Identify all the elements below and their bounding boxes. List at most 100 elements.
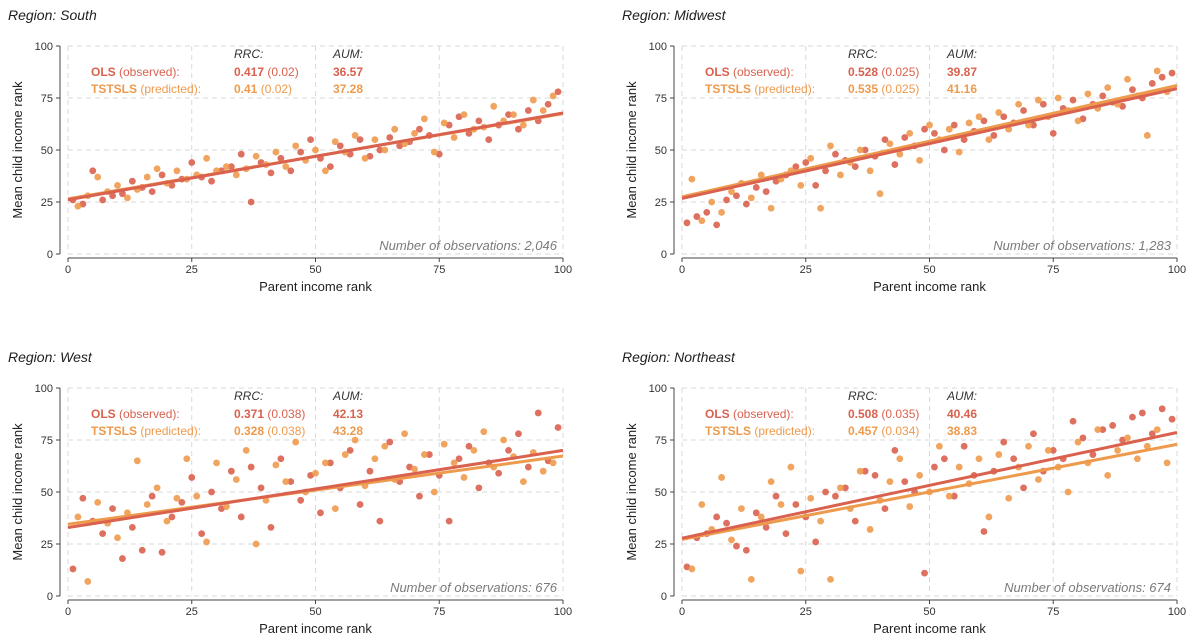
data-point-tstsls xyxy=(529,96,537,104)
x-tick-label: 100 xyxy=(1168,264,1186,276)
data-point-tstsls xyxy=(242,447,250,454)
data-point-tstsls xyxy=(876,190,884,198)
data-point-ols xyxy=(79,494,87,502)
data-point-ols xyxy=(733,192,740,200)
data-point-tstsls xyxy=(1074,117,1082,125)
data-point-tstsls xyxy=(995,109,1003,116)
data-point-ols xyxy=(515,125,522,133)
data-point-ols xyxy=(237,513,245,521)
data-point-tstsls xyxy=(728,188,735,196)
data-point-tstsls xyxy=(94,173,102,181)
data-point-ols xyxy=(891,447,899,454)
x-tick-label: 50 xyxy=(309,264,321,276)
data-point-ols xyxy=(356,501,364,508)
y-tick-label: 100 xyxy=(649,41,667,53)
data-point-ols xyxy=(713,513,721,521)
data-point-tstsls xyxy=(767,204,775,212)
data-point-ols xyxy=(861,146,869,154)
data-point-tstsls xyxy=(985,136,993,144)
data-point-tstsls xyxy=(133,457,141,465)
data-point-ols xyxy=(168,513,176,521)
data-point-tstsls xyxy=(757,171,765,179)
data-point-ols xyxy=(554,424,562,431)
data-point-ols xyxy=(297,496,305,504)
data-point-tstsls xyxy=(124,194,131,202)
data-point-tstsls xyxy=(331,138,339,146)
data-point-tstsls xyxy=(114,181,121,189)
y-axis-title: Mean child income rank xyxy=(10,81,25,219)
data-point-ols xyxy=(1158,73,1166,81)
data-point-ols xyxy=(940,455,948,463)
stats-row-ols-rrc: 0.528 (0.025) xyxy=(848,65,919,79)
aum-header: AUM: xyxy=(332,47,363,61)
data-point-tstsls xyxy=(817,517,824,525)
chart-panel-2: Region: Midwest 0 25 50 75 100 0 25 50 75 100 Paren… xyxy=(622,7,1186,294)
x-tick-label: 50 xyxy=(923,264,935,276)
data-point-tstsls xyxy=(450,459,458,467)
data-point-tstsls xyxy=(1005,494,1013,502)
data-point-tstsls xyxy=(450,134,458,141)
data-point-ols xyxy=(683,219,691,227)
data-point-tstsls xyxy=(143,173,151,181)
data-point-ols xyxy=(742,200,750,208)
data-point-tstsls xyxy=(381,146,389,154)
data-point-ols xyxy=(158,171,166,179)
data-point-ols xyxy=(772,492,780,500)
data-point-tstsls xyxy=(252,152,260,160)
data-point-tstsls xyxy=(718,209,725,216)
data-point-tstsls xyxy=(401,430,408,438)
stats-row-ols-label: OLS (observed): xyxy=(705,407,794,421)
data-point-ols xyxy=(1129,86,1136,94)
data-point-ols xyxy=(455,455,463,463)
panel-title: Region: West xyxy=(8,349,93,365)
x-axis-title: Parent income rank xyxy=(259,279,372,294)
data-point-ols xyxy=(465,442,473,450)
stats-row-ols-label: OLS (observed): xyxy=(91,65,180,79)
fit-line-ols xyxy=(67,448,564,530)
data-point-tstsls xyxy=(173,494,181,502)
data-point-ols xyxy=(822,488,829,496)
data-point-tstsls xyxy=(1143,132,1151,139)
data-point-ols xyxy=(752,184,760,191)
data-point-ols xyxy=(881,136,889,144)
data-point-tstsls xyxy=(539,107,547,114)
data-point-ols xyxy=(742,546,750,554)
stats-row-tstsls-label: TSTSLS (predicted): xyxy=(91,424,201,438)
data-point-tstsls xyxy=(718,474,725,481)
data-point-ols xyxy=(851,163,859,171)
data-point-ols xyxy=(109,192,116,200)
data-point-ols xyxy=(366,467,374,475)
x-tick-label: 100 xyxy=(554,264,572,276)
data-point-ols xyxy=(227,163,235,171)
y-tick-label: 75 xyxy=(41,93,53,105)
data-point-ols xyxy=(1168,415,1176,423)
data-point-ols xyxy=(188,474,196,481)
data-point-ols xyxy=(881,505,889,513)
data-point-ols xyxy=(1069,417,1077,425)
data-point-ols xyxy=(1099,426,1107,433)
data-point-tstsls xyxy=(114,534,121,542)
data-point-ols xyxy=(475,484,483,492)
data-point-ols xyxy=(950,121,958,129)
data-point-tstsls xyxy=(916,157,923,164)
data-point-tstsls xyxy=(322,167,329,175)
data-point-tstsls xyxy=(995,451,1003,458)
data-point-tstsls xyxy=(698,217,706,225)
data-point-ols xyxy=(1000,438,1008,446)
data-point-tstsls xyxy=(421,115,428,123)
data-point-tstsls xyxy=(985,513,993,521)
y-tick-label: 25 xyxy=(41,539,53,551)
y-tick-label: 75 xyxy=(655,93,667,105)
y-tick-label: 50 xyxy=(41,487,53,499)
data-point-ols xyxy=(534,409,542,417)
data-point-ols xyxy=(376,517,384,525)
data-point-ols xyxy=(782,530,790,537)
data-point-ols xyxy=(277,455,285,463)
data-point-ols xyxy=(198,530,206,537)
data-point-ols xyxy=(247,198,255,206)
data-point-tstsls xyxy=(1104,471,1112,479)
data-point-ols xyxy=(158,548,166,556)
data-point-tstsls xyxy=(738,505,745,513)
x-tick-label: 75 xyxy=(433,606,445,618)
data-point-ols xyxy=(307,136,314,144)
